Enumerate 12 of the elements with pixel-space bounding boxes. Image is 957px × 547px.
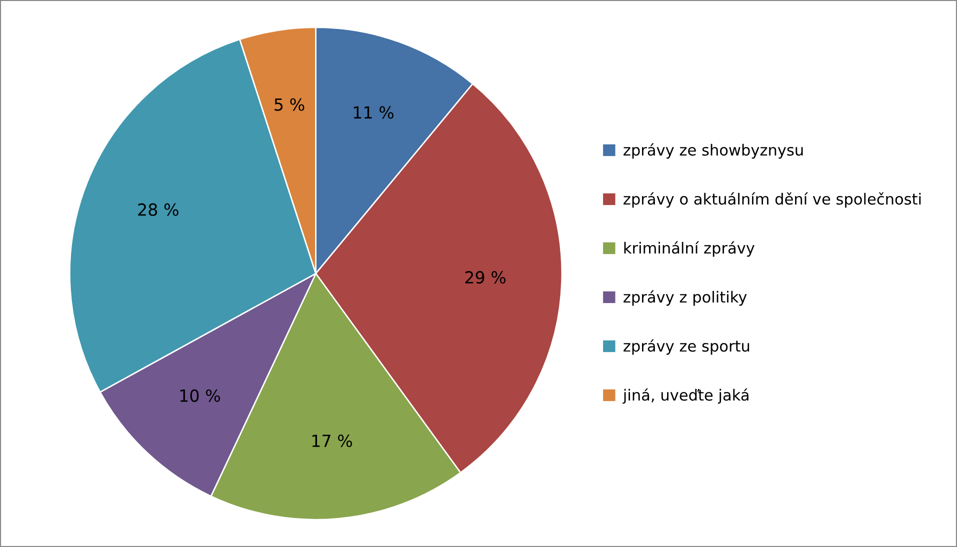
data-label: 5 % xyxy=(274,98,304,111)
data-label: 10 % xyxy=(180,389,220,402)
legend-label: zprávy ze showbyznysu xyxy=(624,143,803,159)
legend-label: zprávy o aktuálním dění ve společnosti xyxy=(624,192,921,208)
data-label: 17 % xyxy=(312,434,352,448)
data-label: 28 % xyxy=(138,203,178,216)
legend-label: zprávy z politiky xyxy=(624,290,747,306)
data-label: 29 % xyxy=(465,271,506,284)
legend-label: jiná, uveďte jaká xyxy=(622,388,748,404)
legend-label: kriminální zprávy xyxy=(624,241,754,257)
data-label: 11 % xyxy=(354,106,394,119)
legend-label: zprávy ze sportu xyxy=(624,339,750,355)
